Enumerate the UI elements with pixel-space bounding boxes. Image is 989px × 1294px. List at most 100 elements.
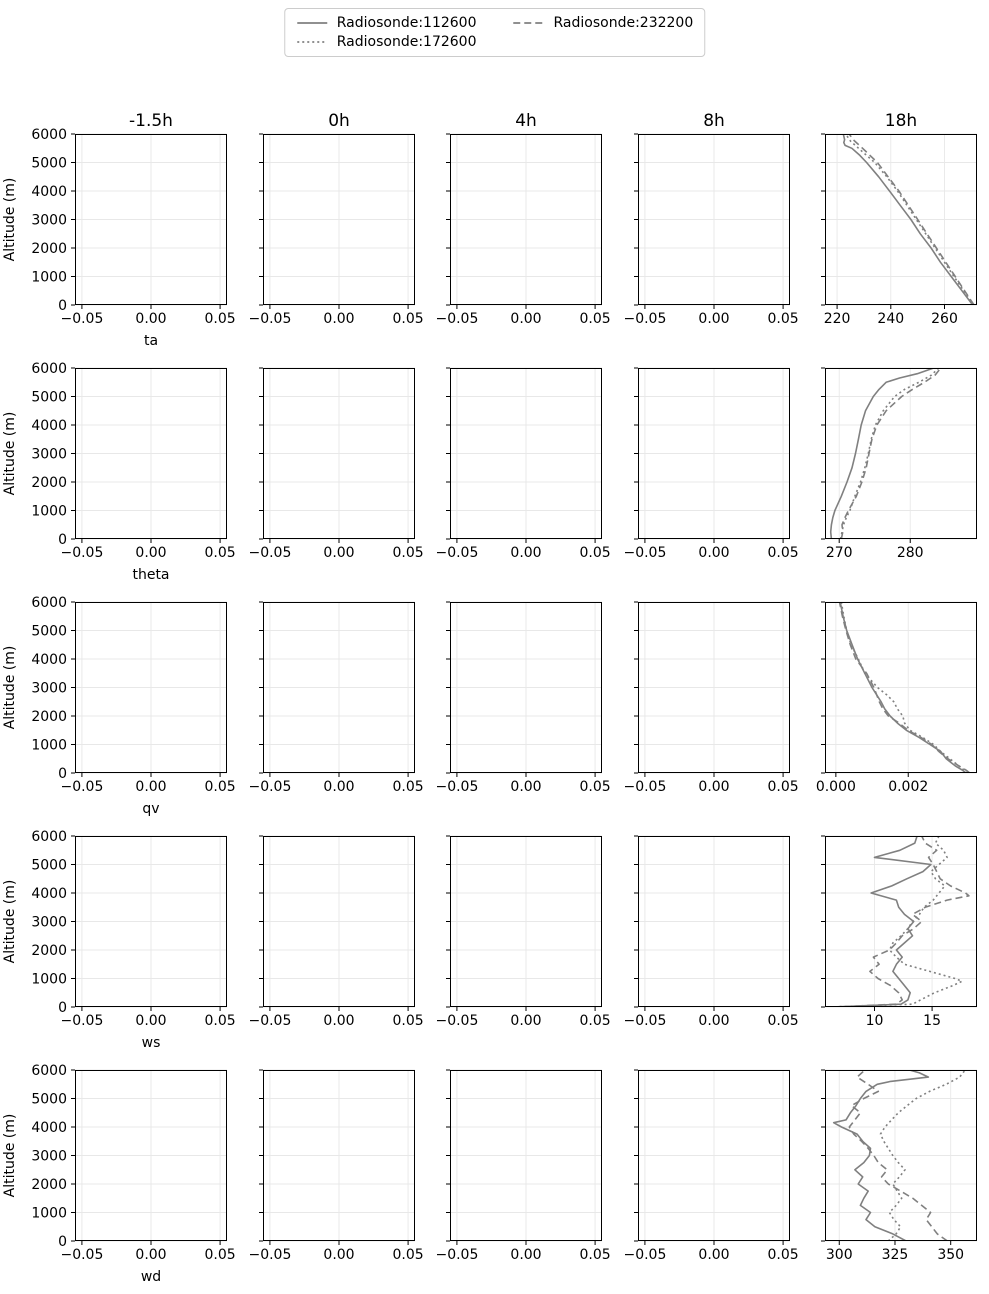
y-tick-label: 2000 [31,1177,67,1193]
series-line-solid [842,134,974,305]
x-tick-label: 0.05 [767,779,798,795]
panel-ws-4h: −0.05 0.00 0.05 [435,835,611,1029]
y-tick-label: 5000 [31,858,67,874]
x-axis-label: wd [141,1269,161,1285]
panel-qv-0h: −0.05 0.00 0.05 [248,601,423,795]
legend-line-dotted-icon [296,41,327,43]
series-line-solid [832,1070,930,1241]
x-tick-label: 15 [923,1013,941,1029]
x-tick-label: 0.05 [580,545,611,561]
panel-title: 8h [703,111,725,131]
x-tick-label: 220 [824,311,851,327]
x-tick-label: 0.002 [888,779,928,795]
x-tick-label: 260 [931,311,958,327]
x-tick-label: 0.00 [510,1247,541,1263]
y-tick-label: 1000 [31,972,67,988]
panel-wd-8h: −0.05 0.00 0.05 [623,1069,798,1263]
axes-box [262,1070,415,1241]
x-tick-label: −0.05 [623,311,666,327]
x-tick-label: 300 [826,1247,853,1263]
x-tick-label: 350 [937,1247,964,1263]
panel-wd-4h: −0.05 0.00 0.05 [435,1069,611,1263]
legend-line-solid-icon [296,22,327,24]
axes-box [825,134,977,305]
y-tick-label: 0 [58,1234,67,1250]
y-tick-label: 2000 [31,943,67,959]
axes-box [75,602,227,773]
y-tick-label: 5000 [31,624,67,640]
panel-qv-4h: −0.05 0.00 0.05 [435,601,611,795]
y-tick-label: 1000 [31,504,67,520]
axes-box [75,836,227,1007]
series-line-dashed [848,134,975,305]
x-tick-label: 0.00 [323,1247,354,1263]
y-tick-label: 1000 [31,738,67,754]
x-tick-label: 0.05 [392,1247,423,1263]
axes-box [450,836,602,1007]
x-axis-label: theta [132,567,169,583]
x-axis-label: ta [144,333,158,349]
panel-ws--1.5h: −0.05 0.00 0.05 0 1000 2000 3000 4000 5000 6000 ws… [2,829,236,1051]
series-line-dashed [834,836,970,1007]
y-tick-label: 0 [58,532,67,548]
panel-theta--1.5h: −0.05 0.00 0.05 0 1000 2000 3000 4000 5000 6000 th… [2,361,236,583]
axes-box [637,1070,790,1241]
y-tick-label: 6000 [31,829,67,845]
x-tick-label: 10 [866,1013,884,1029]
axes-box [825,836,977,1007]
x-tick-label: 0.00 [698,545,729,561]
panel-title: 4h [515,111,537,131]
y-tick-label: 4000 [31,886,67,902]
y-tick-label: 6000 [31,361,67,377]
axes-box [75,134,227,305]
y-tick-label: 2000 [31,475,67,491]
x-tick-label: −0.05 [60,311,103,327]
y-tick-label: 2000 [31,241,67,257]
x-axis-label: ws [142,1035,161,1051]
panel-title: 18h [885,111,917,131]
x-tick-label: 0.05 [392,779,423,795]
x-axis-label: qv [142,801,159,817]
y-tick-label: 1000 [31,1206,67,1222]
y-axis-label: Altitude (m) [2,646,18,730]
x-tick-label: 0.00 [510,545,541,561]
panel-theta-8h: −0.05 0.00 0.05 [623,367,798,561]
axes-box [450,1070,602,1241]
x-tick-label: 280 [897,545,924,561]
x-tick-label: 0.00 [135,311,166,327]
legend-item-radiosonde-172600: Radiosonde:172600 [296,34,477,50]
series-line-dotted [879,1070,966,1241]
panel-theta-0h: −0.05 0.00 0.05 [248,367,423,561]
x-tick-label: 0.00 [698,779,729,795]
panel-ta-8h: −0.05 0.00 0.05 8h [623,111,798,327]
x-tick-label: 0.05 [205,1013,236,1029]
x-tick-label: 0.00 [698,1013,729,1029]
x-tick-label: 0.05 [205,779,236,795]
y-tick-label: 4000 [31,652,67,668]
x-tick-label: −0.05 [435,1247,478,1263]
series-line-dashed [848,1070,948,1241]
axes-box [262,836,415,1007]
x-tick-label: 0.05 [392,1013,423,1029]
x-tick-label: −0.05 [248,779,291,795]
series-line-dashed [840,368,942,539]
panel-ta-4h: −0.05 0.00 0.05 4h [435,111,610,327]
x-tick-label: 0.00 [698,311,729,327]
x-tick-label: −0.05 [60,1247,103,1263]
x-tick-label: −0.05 [623,545,666,561]
x-tick-label: 0.00 [135,1013,166,1029]
axes-box [75,368,227,539]
y-tick-label: 0 [58,1000,67,1016]
x-tick-label: −0.05 [60,779,103,795]
x-tick-label: 0.05 [392,545,423,561]
legend-label: Radiosonde:172600 [336,34,477,50]
series-line-dotted [829,836,963,1007]
panel-theta-4h: −0.05 0.00 0.05 [435,367,611,561]
panel-wd-0h: −0.05 0.00 0.05 [248,1069,423,1263]
axes-box [825,602,977,773]
y-tick-label: 4000 [31,418,67,434]
x-tick-label: −0.05 [248,1247,291,1263]
x-tick-label: 0.05 [580,1247,611,1263]
y-tick-label: 5000 [31,390,67,406]
x-tick-label: 0.00 [323,311,354,327]
